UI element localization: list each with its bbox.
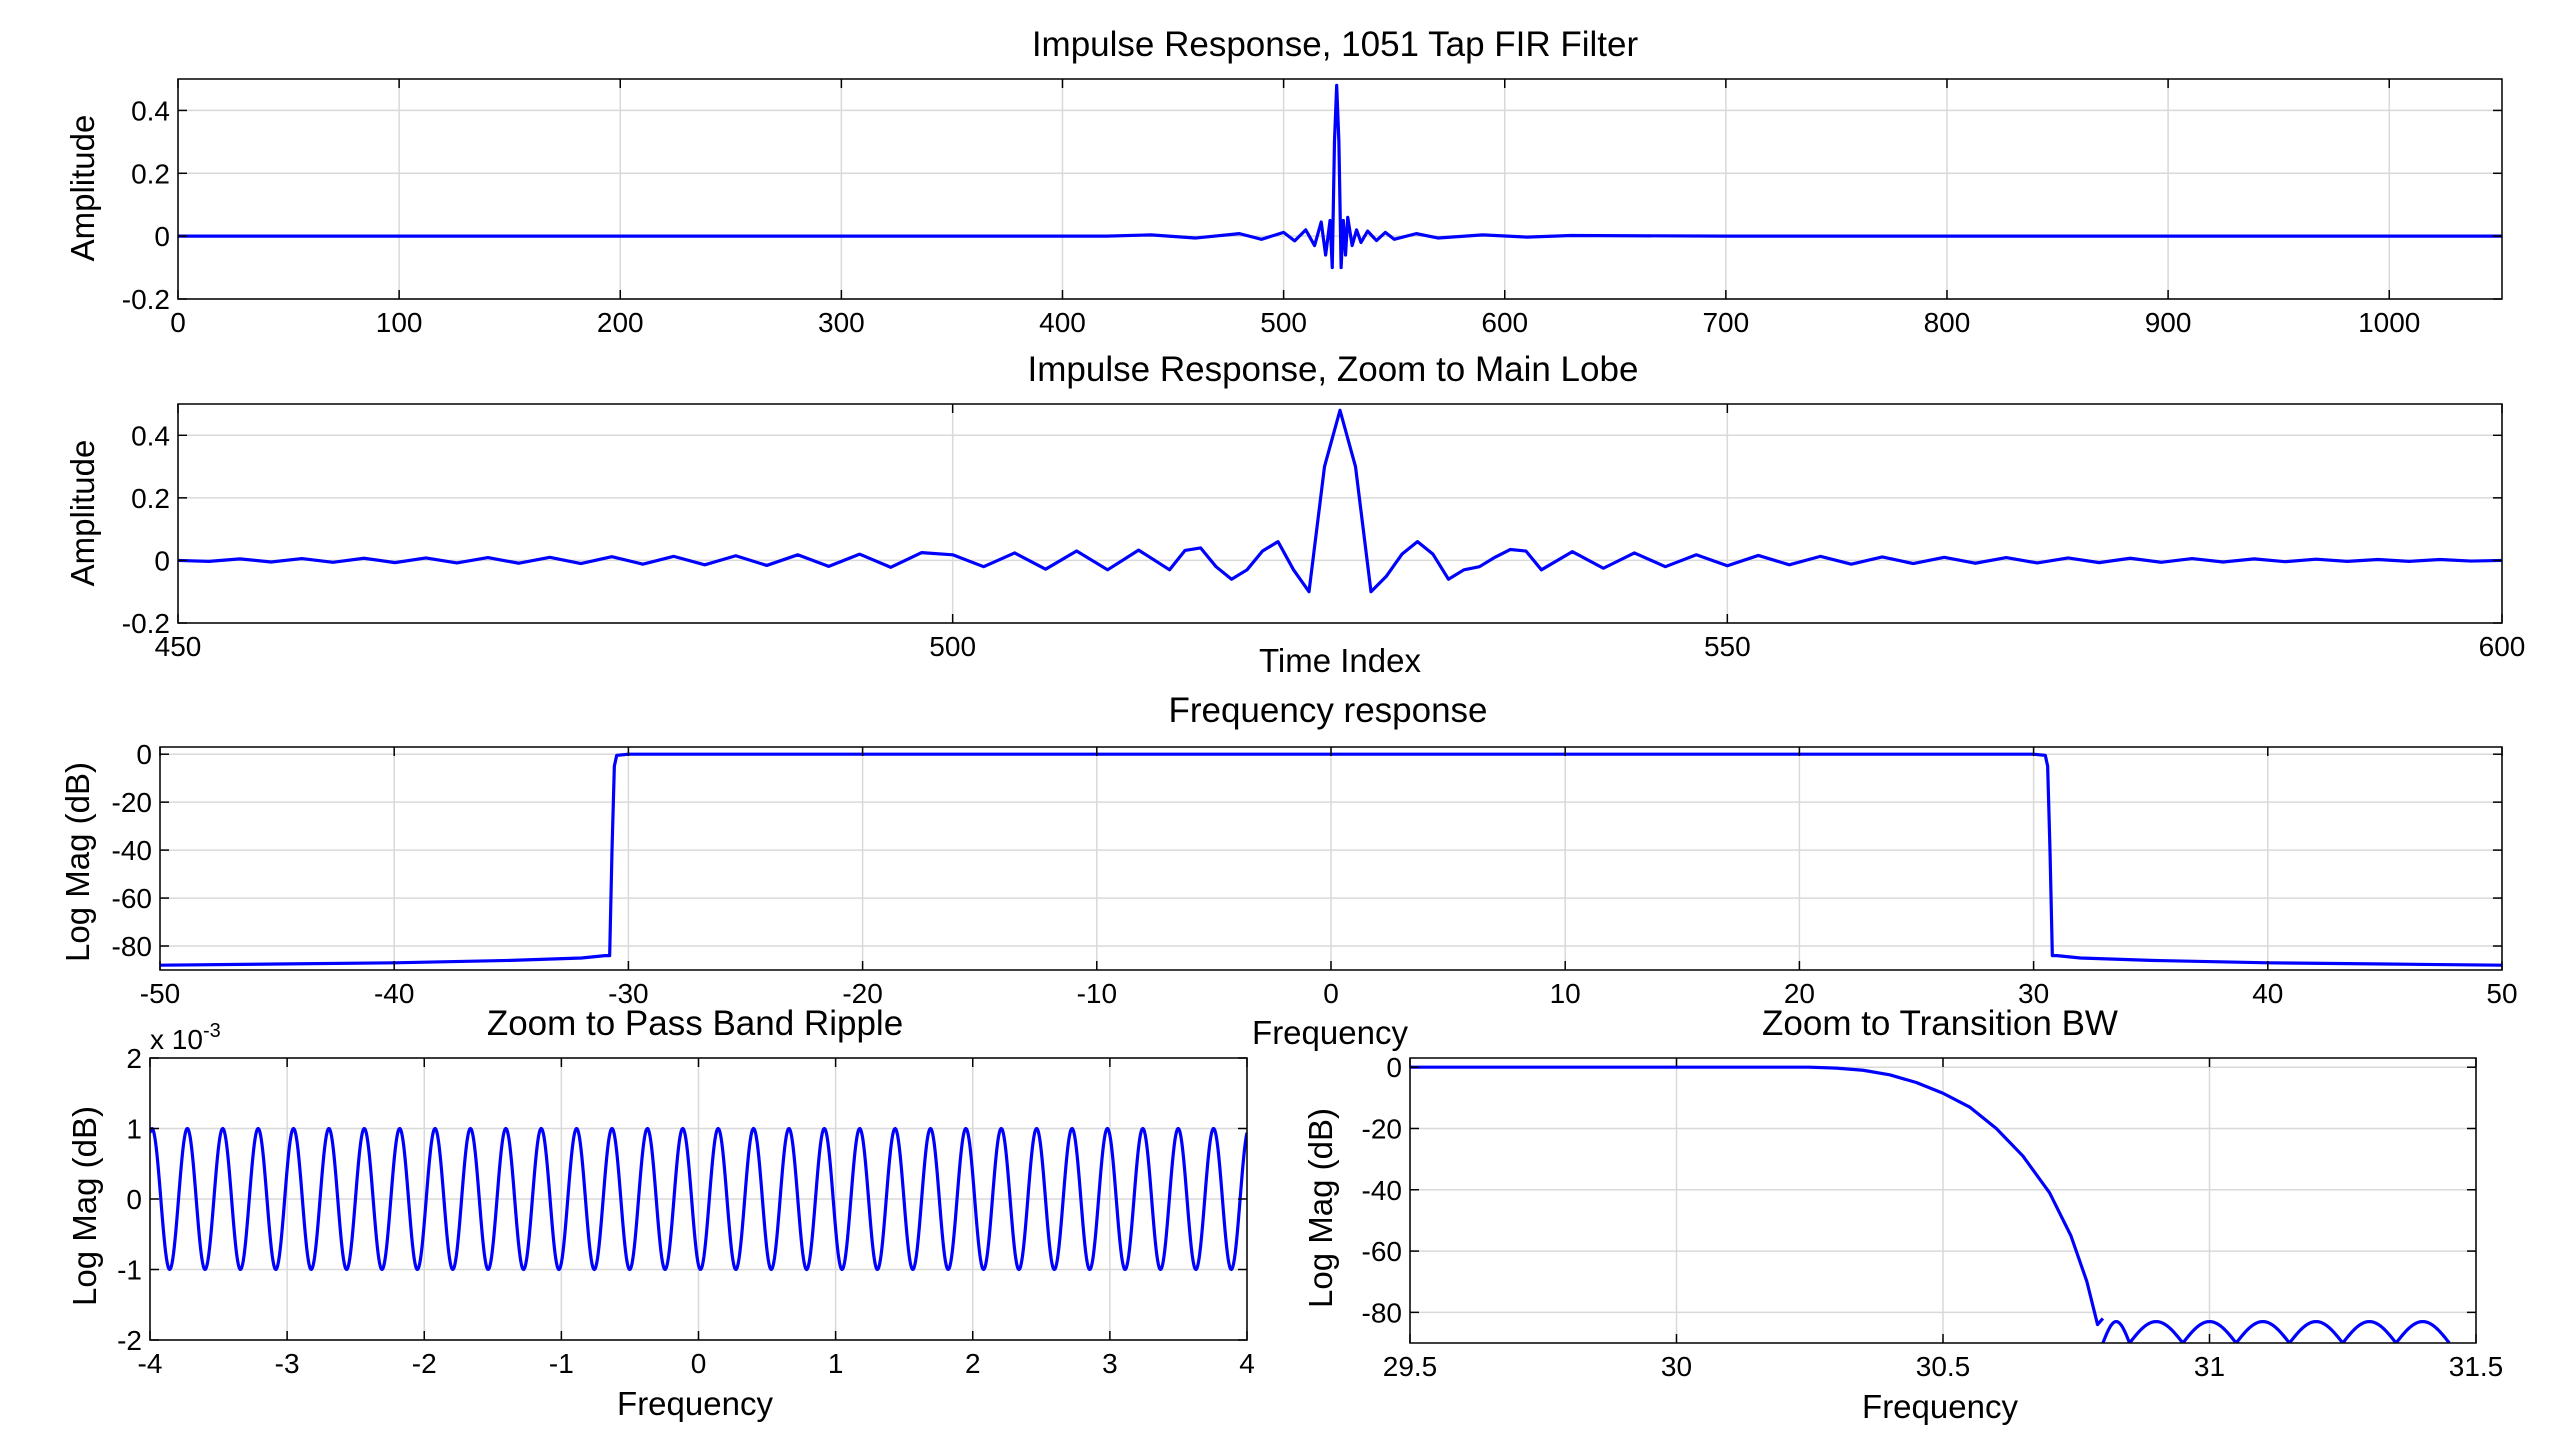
chart-impulse-response: Impulse Response, 1051 Tap FIR Filter Am… <box>64 25 2503 338</box>
x-tick-label: 450 <box>155 631 202 662</box>
y-tick-label: -60 <box>1362 1236 1402 1267</box>
y-tick-label: 0 <box>154 221 170 252</box>
chart-frequency-response: Frequency response Log Mag (dB) Frequenc… <box>59 691 2518 1051</box>
y-tick-label: 0.4 <box>131 420 170 451</box>
x-tick-label: -4 <box>138 1348 163 1379</box>
x-axis-label: Frequency <box>1252 1014 1408 1051</box>
x-tick-label: 550 <box>1704 631 1751 662</box>
series-line <box>178 83 2502 270</box>
x-tick-label: -50 <box>140 978 180 1009</box>
y-axis-label: Log Mag (dB) <box>59 762 96 962</box>
y-tick-label: -40 <box>112 835 152 866</box>
y-axis-label: Amplitude <box>64 115 101 262</box>
x-axis-label: Frequency <box>617 1385 773 1422</box>
x-tick-label: 900 <box>2145 307 2192 338</box>
x-tick-label: 1 <box>828 1348 844 1379</box>
y-tick-label: -20 <box>1362 1113 1402 1144</box>
x-tick-label: 30.5 <box>1916 1351 1971 1382</box>
chart-title: Frequency response <box>1168 691 1487 730</box>
x-tick-label: 30 <box>2018 978 2049 1009</box>
axes-frame <box>177 78 2503 300</box>
y-tick-label: -60 <box>112 883 152 914</box>
x-tick-label: -30 <box>608 978 648 1009</box>
chart-title: Zoom to Pass Band Ripple <box>487 1004 903 1043</box>
y-tick-label: 0 <box>1386 1052 1402 1083</box>
chart-impulse-zoom: Impulse Response, Zoom to Main Lobe Ampl… <box>64 350 2525 679</box>
axes-frame <box>177 403 2503 624</box>
x-tick-label: 31 <box>2194 1351 2225 1382</box>
y-tick-label: -80 <box>1362 1297 1402 1328</box>
y-tick-label: 0.2 <box>131 483 170 514</box>
y-tick-label: -0.2 <box>122 284 170 315</box>
y-tick-label: 1 <box>126 1114 142 1145</box>
x-tick-label: 31.5 <box>2449 1351 2504 1382</box>
y-tick-label: 2 <box>126 1043 142 1074</box>
x-tick-label: 500 <box>929 631 976 662</box>
x-axis-label: Time Index <box>1259 642 1422 679</box>
x-tick-label: 2 <box>965 1348 981 1379</box>
x-tick-label: 29.5 <box>1383 1351 1438 1382</box>
y-tick-label: -80 <box>112 931 152 962</box>
x-tick-label: 3 <box>1102 1348 1118 1379</box>
x-tick-label: 30 <box>1661 1351 1692 1382</box>
x-tick-label: 4 <box>1239 1348 1255 1379</box>
x-tick-label: -2 <box>412 1348 437 1379</box>
y-tick-label: -20 <box>112 787 152 818</box>
x-tick-label: 10 <box>1550 978 1581 1009</box>
x-tick-label: 500 <box>1260 307 1307 338</box>
x-tick-label: 700 <box>1702 307 1749 338</box>
y-tick-label: 0.4 <box>131 95 170 126</box>
x-tick-label: 800 <box>1924 307 1971 338</box>
chart-title: Zoom to Transition BW <box>1762 1004 2118 1043</box>
chart-passband-ripple: Zoom to Pass Band Ripple Log Mag (dB) Fr… <box>66 1004 1255 1422</box>
chart-title: Impulse Response, 1051 Tap FIR Filter <box>1032 25 1639 64</box>
y-tick-label: -40 <box>1362 1175 1402 1206</box>
x-tick-label: 600 <box>2479 631 2526 662</box>
y-tick-label: -0.2 <box>122 608 170 639</box>
y-tick-label: 0 <box>126 1184 142 1215</box>
x-tick-label: 100 <box>376 307 423 338</box>
x-tick-label: 1000 <box>2358 307 2420 338</box>
x-tick-label: 600 <box>1481 307 1528 338</box>
series-line <box>178 408 2502 594</box>
x-tick-label: -10 <box>1077 978 1117 1009</box>
y-tick-label: 0.2 <box>131 158 170 189</box>
y-axis-label: Amplitude <box>64 440 101 587</box>
x-tick-label: 0 <box>1323 978 1339 1009</box>
chart-transition-bw: Zoom to Transition BW Log Mag (dB) Frequ… <box>1302 1004 2503 1425</box>
x-tick-label: 300 <box>818 307 865 338</box>
x-tick-label: 0 <box>170 307 186 338</box>
ripple-line <box>150 1126 1247 1272</box>
y-tick-label: 0 <box>154 545 170 576</box>
chart-title: Impulse Response, Zoom to Main Lobe <box>1028 350 1639 389</box>
x-tick-label: -40 <box>374 978 414 1009</box>
y-tick-label: -2 <box>117 1325 142 1356</box>
x-tick-label: 0 <box>691 1348 707 1379</box>
x-axis-label: Frequency <box>1862 1388 2018 1425</box>
stopband-lobes <box>2101 1319 2451 1343</box>
y-tick-label: -1 <box>117 1255 142 1286</box>
x-tick-label: 400 <box>1039 307 1086 338</box>
x-tick-label: 50 <box>2486 978 2517 1009</box>
x-tick-label: -20 <box>842 978 882 1009</box>
x-tick-label: 40 <box>2252 978 2283 1009</box>
series-line <box>1410 1065 2105 1327</box>
x-tick-label: 200 <box>597 307 644 338</box>
y-multiplier-label: x 10-3 <box>150 1020 221 1055</box>
y-axis-label: Log Mag (dB) <box>1302 1108 1339 1308</box>
y-tick-label: 0 <box>136 739 152 770</box>
x-tick-label: -1 <box>549 1348 574 1379</box>
y-axis-label: Log Mag (dB) <box>66 1106 103 1306</box>
x-tick-label: -3 <box>275 1348 300 1379</box>
x-tick-label: 20 <box>1784 978 1815 1009</box>
